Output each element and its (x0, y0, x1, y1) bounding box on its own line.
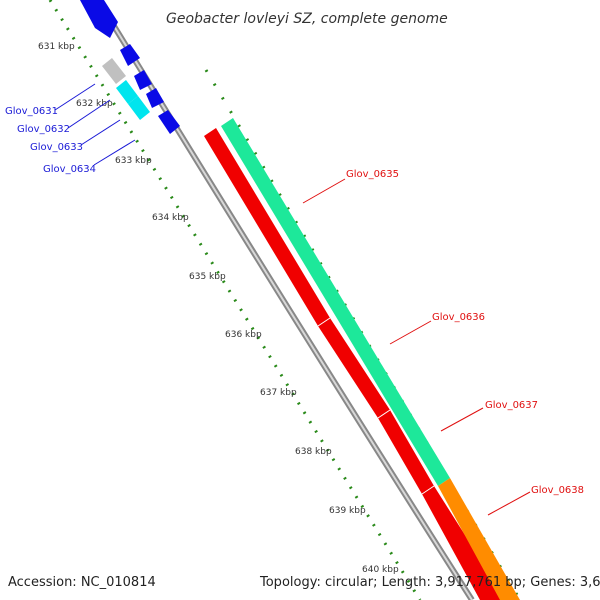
gene-label[interactable]: Glov_0631 (5, 106, 58, 117)
gene-label[interactable]: Glov_0636 (432, 312, 485, 323)
leader-line (440, 407, 484, 432)
map-title: Geobacter lovleyi SZ, complete genome (166, 11, 448, 27)
scale-label: 632 kbp (76, 99, 113, 109)
scale-label: 634 kbp (152, 213, 189, 223)
gene-bands (204, 118, 520, 600)
gene-label[interactable]: Glov_0638 (531, 485, 584, 496)
leader-line (67, 99, 111, 129)
scale-label: 640 kbp (362, 565, 399, 575)
gene-label[interactable]: Glov_0632 (17, 124, 70, 135)
gene-arrow-blue[interactable] (134, 70, 152, 90)
gene-glov-0637-red[interactable] (318, 318, 390, 418)
scale-dotted-line (48, 0, 422, 600)
gene-labels-left: Glov_0631 Glov_0632 Glov_0633 Glov_0634 (5, 83, 136, 175)
leader-line (302, 178, 346, 204)
gene-glov-0633[interactable] (128, 96, 150, 120)
gene-orange[interactable] (438, 478, 520, 600)
gene-cluster-left (80, 0, 180, 134)
gene-glov-0634[interactable] (158, 110, 180, 134)
leader-line (389, 320, 432, 345)
gene-glov-0638-red[interactable] (378, 410, 434, 494)
gene-glov-0632[interactable] (116, 80, 138, 104)
gene-glov-0636-red[interactable] (204, 128, 330, 326)
scale-label: 635 kbp (189, 272, 226, 282)
scale-track-dots (48, 0, 422, 600)
leader-line (80, 119, 121, 146)
leader-line (487, 491, 531, 516)
gene-glov-0631[interactable] (102, 58, 126, 84)
gene-boundary (421, 485, 435, 495)
gene-arrow-blue[interactable] (120, 44, 140, 66)
scale-label: 631 kbp (38, 42, 75, 52)
gene-label[interactable]: Glov_0635 (346, 169, 399, 180)
scale-label: 639 kbp (329, 506, 366, 516)
gene-label[interactable]: Glov_0637 (485, 400, 538, 411)
gene-arrow-blue[interactable] (146, 88, 164, 108)
leader-line (54, 83, 96, 111)
topology-text: Topology: circular; Length: 3,917,761 bp… (259, 575, 600, 590)
gene-label[interactable]: Glov_0634 (43, 164, 96, 175)
gene-glov-0635-teal[interactable] (221, 118, 450, 486)
scale-label: 637 kbp (260, 388, 297, 398)
gene-boundary (377, 409, 391, 419)
leader-line (93, 139, 136, 166)
gene-glov-0630[interactable] (80, 0, 118, 38)
accession-text: Accession: NC_010814 (8, 575, 156, 590)
gene-boundary (317, 317, 331, 327)
scale-label: 638 kbp (295, 447, 332, 457)
scale-label: 633 kbp (115, 156, 152, 166)
gene-label[interactable]: Glov_0633 (30, 142, 83, 153)
gene-labels-right: Glov_0635 Glov_0636 Glov_0637 Glov_0638 (302, 169, 584, 516)
scale-label: 636 kbp (225, 330, 262, 340)
scale-labels: 631 kbp 632 kbp 633 kbp 634 kbp 635 kbp … (38, 42, 399, 575)
